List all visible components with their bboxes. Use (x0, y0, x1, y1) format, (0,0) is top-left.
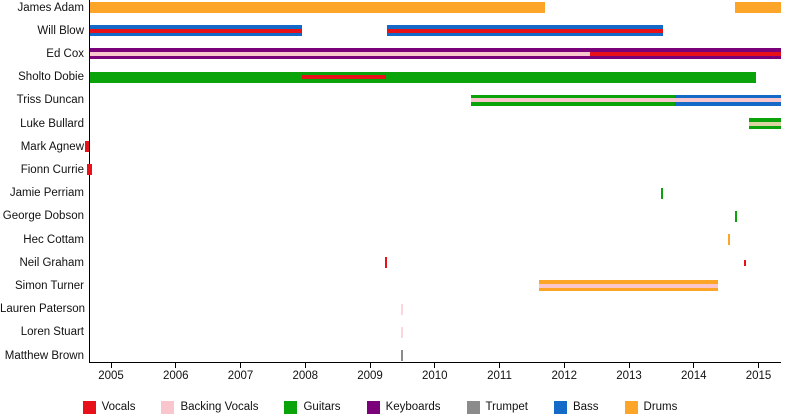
member-label: Neil Graham (19, 256, 84, 269)
year-tick (175, 362, 177, 368)
legend-item: Guitars (284, 400, 341, 414)
timeline-bar-drums (735, 2, 782, 13)
legend-item: Keyboards (366, 400, 441, 414)
year-label: 2006 (162, 370, 189, 382)
member-label: James Adam (17, 1, 84, 14)
legend-item: Bass (553, 400, 599, 414)
year-tick (758, 362, 759, 368)
legend-item: Backing Vocals (161, 400, 259, 414)
legend-item: Trumpet (466, 400, 528, 414)
legend-item: Vocals (82, 400, 136, 414)
year-tick (499, 362, 500, 368)
legend-swatch-trumpet (466, 400, 480, 414)
member-label: Sholto Dobie (18, 71, 84, 84)
timeline-stripe-backing_vocals (674, 98, 782, 103)
legend-swatch-vocals (82, 400, 96, 414)
year-tick (693, 362, 695, 368)
legend-label: Drums (643, 401, 678, 413)
timeline-bar-drums (89, 2, 545, 13)
timeline-stripe-backing_vocals (471, 98, 675, 103)
timeline-stripe-vocals (590, 51, 782, 56)
legend-label: Bass (572, 401, 599, 413)
legend-swatch-guitars (284, 400, 298, 414)
member-label: Triss Duncan (16, 94, 84, 107)
member-label: Ed Cox (46, 47, 84, 60)
timeline-stripe-backing_vocals (538, 283, 718, 288)
y-axis-line (88, 0, 91, 362)
legend-label: Keyboards (385, 401, 441, 413)
timeline-tick-vocals (85, 141, 90, 153)
year-label: 2015 (745, 370, 772, 382)
timeline-tick-vocals (743, 259, 746, 266)
timeline-tick-backing_vocals (401, 303, 404, 315)
timeline-bar-guitars (89, 71, 756, 83)
year-tick (628, 362, 630, 368)
member-label: Luke Bullard (20, 117, 84, 130)
timeline-stripe-vocals (89, 28, 302, 33)
year-tick (110, 362, 112, 368)
plot-area: James Adam Will Blow Ed Cox Sholto Dobie Tri… (0, 0, 782, 382)
legend-label: Vocals (101, 401, 136, 413)
member-label: George Dobson (2, 210, 84, 223)
timeline-tick-vocals (87, 164, 93, 176)
legend-swatch-keyboards (366, 400, 380, 414)
member-label: Jamie Perriam (9, 187, 84, 200)
timeline-stripe-backing_vocals (89, 51, 591, 56)
timeline-stripe-cream (748, 121, 782, 126)
year-tick (434, 362, 436, 368)
year-label: 2007 (227, 370, 254, 382)
legend-label: Guitars (303, 401, 341, 413)
year-tick (563, 362, 565, 368)
year-label: 2014 (680, 370, 707, 382)
legend-label: Trumpet (485, 401, 528, 413)
member-label: Simon Turner (14, 279, 84, 292)
year-label: 2011 (487, 370, 512, 382)
legend-label: Backing Vocals (180, 401, 259, 413)
member-label: Hec Cottam (23, 233, 84, 246)
timeline-stripe-vocals (302, 75, 387, 80)
legend: Vocals Backing Vocals Guitars Keyboards Trum… (0, 397, 760, 417)
member-label: Loren Stuart (20, 326, 84, 339)
timeline-stripe-vocals (386, 28, 663, 33)
timeline-tick-trumpet (401, 350, 404, 361)
year-label: 2008 (292, 370, 319, 382)
member-label: Fionn Currie (20, 163, 84, 176)
year-label: 2012 (551, 370, 578, 382)
member-label: Mark Agnew (20, 140, 84, 153)
year-tick (240, 362, 241, 368)
year-tick (304, 362, 306, 368)
legend-swatch-backing_vocals (161, 400, 175, 414)
year-label: 2010 (421, 370, 448, 382)
timeline-tick-guitars (734, 210, 738, 222)
year-tick (369, 362, 371, 368)
timeline-tick-vocals (384, 257, 387, 269)
member-label: Will Blow (37, 24, 84, 37)
legend-swatch-bass (553, 400, 567, 414)
timeline-tick-guitars (661, 187, 664, 199)
member-label: Matthew Brown (4, 349, 84, 362)
timeline-tick-drums (727, 234, 730, 245)
year-label: 2009 (357, 370, 383, 382)
legend-swatch-drums (624, 400, 638, 414)
year-label: 2005 (98, 370, 124, 382)
year-label: 2013 (616, 370, 642, 382)
member-label: Lauren Paterson (0, 303, 86, 316)
legend-item: Drums (624, 400, 678, 414)
timeline-tick-backing_vocals (401, 326, 404, 338)
